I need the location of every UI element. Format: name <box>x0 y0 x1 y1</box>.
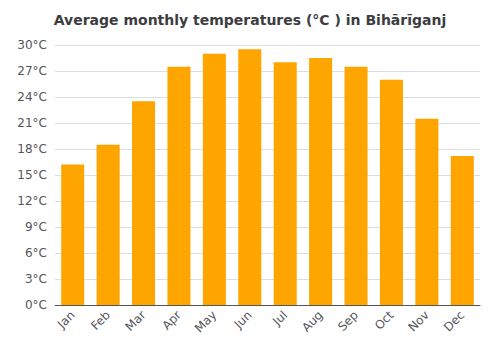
svg-text:Nov: Nov <box>405 308 431 334</box>
svg-text:6°C: 6°C <box>25 246 47 260</box>
svg-text:Apr: Apr <box>159 308 184 333</box>
svg-text:Average monthly temperatures (: Average monthly temperatures (°C ) in Bi… <box>54 12 447 28</box>
svg-text:Oct: Oct <box>372 308 397 333</box>
svg-text:21°C: 21°C <box>17 116 47 130</box>
svg-text:Sep: Sep <box>335 308 361 334</box>
svg-text:27°C: 27°C <box>17 64 47 78</box>
svg-text:May: May <box>192 308 219 335</box>
svg-text:15°C: 15°C <box>17 168 47 182</box>
svg-text:24°C: 24°C <box>17 90 47 104</box>
svg-text:9°C: 9°C <box>25 220 47 234</box>
svg-text:Dec: Dec <box>441 308 467 334</box>
svg-text:Jul: Jul <box>269 308 290 329</box>
svg-text:3°C: 3°C <box>25 272 47 286</box>
svg-text:Jun: Jun <box>231 308 255 332</box>
svg-text:0°C: 0°C <box>25 298 47 312</box>
svg-text:Mar: Mar <box>123 308 149 334</box>
svg-text:12°C: 12°C <box>17 194 47 208</box>
svg-text:Aug: Aug <box>299 308 325 334</box>
svg-text:18°C: 18°C <box>17 142 47 156</box>
svg-text:30°C: 30°C <box>17 38 47 52</box>
svg-text:Jan: Jan <box>54 308 78 332</box>
svg-text:Feb: Feb <box>88 308 113 333</box>
